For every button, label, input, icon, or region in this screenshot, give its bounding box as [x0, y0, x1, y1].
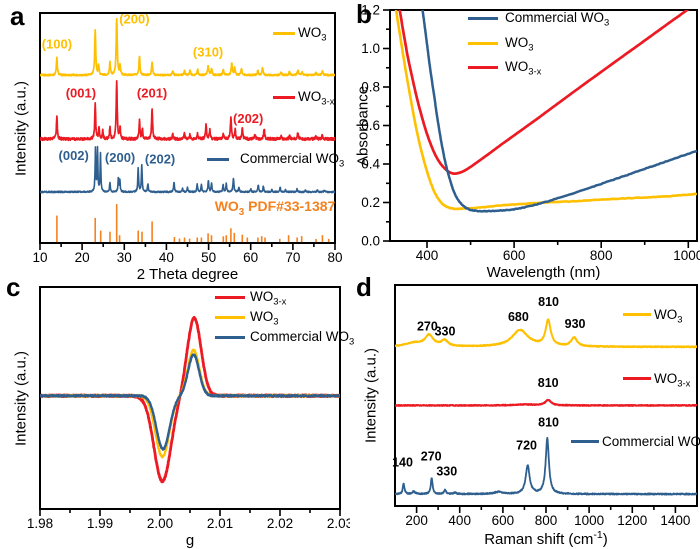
panel-c-epr: c 1.98 1.99 2.00 2.01 2.02 2.03 g Intensity (a…	[0, 272, 354, 549]
peak-label: (202)	[145, 152, 175, 167]
x-tick-label: 2.02	[267, 516, 293, 531]
x-tick-label: 1200	[617, 513, 647, 528]
x-tick-label: 40	[159, 250, 174, 265]
series-wo3-x	[40, 80, 335, 142]
x-tick-label: 80	[327, 250, 342, 265]
peak-label: 270	[421, 450, 442, 464]
peak-label: (310)	[193, 45, 223, 60]
panel-letter-d: d	[356, 272, 372, 302]
series-wo3	[395, 318, 697, 349]
absorbance-plot: 400 600 800 1000 0.0 0.2 0.4 0.6 0.8 1.0 1.2	[361, 3, 700, 264]
series-commercial-wo3	[395, 436, 697, 496]
x-tick-label: 1.98	[27, 516, 53, 531]
peak-label: 330	[435, 324, 456, 338]
x-tick-label: 1.99	[87, 516, 113, 531]
x-tick-label: 600	[503, 248, 526, 263]
series-commercial-wo3	[421, 10, 697, 213]
peak-label: 270	[417, 319, 438, 333]
series-wo3-x	[40, 315, 340, 484]
x-tick-label: 50	[201, 250, 216, 265]
y-tick-label: 1.0	[361, 41, 380, 56]
x-tick-label: 200	[405, 513, 428, 528]
peak-label: (200)	[119, 11, 149, 26]
series-wo3-x	[395, 398, 697, 407]
y-tick-label: 0.0	[361, 234, 380, 249]
peak-label: (100)	[42, 37, 72, 52]
y-tick-label: 0.2	[361, 195, 380, 210]
x-tick-label: 600	[492, 513, 515, 528]
y-tick-label: 0.8	[361, 80, 380, 95]
plot-frame	[39, 286, 341, 510]
x-tick-label: 2.03	[327, 516, 350, 531]
panel-d-raman: d 200 400 600 800 1000 1200 1400 270 330 680 810 93…	[350, 273, 700, 549]
peak-label: (200)	[105, 150, 135, 165]
x-tick-label: 70	[285, 250, 300, 265]
series-wo3-x	[398, 10, 690, 176]
x-tick-label: 2.01	[207, 516, 233, 531]
y-tick-label: 0.4	[361, 157, 380, 172]
series-wo3-pdf-33-1387	[56, 204, 330, 243]
panel-letter-c: c	[6, 272, 21, 302]
panel-b-absorbance: b 400 600 800 1000 0.0 0.2 0.4 0.6 0.8 1.0 1.2 Wav…	[350, 0, 700, 281]
x-tick-label: 1400	[660, 513, 690, 528]
x-tick-label: 800	[535, 513, 558, 528]
x-tick-label: 30	[117, 250, 132, 265]
series-commercial-wo3	[40, 145, 335, 194]
x-tick-label: 400	[416, 248, 439, 263]
x-tick-label: 60	[243, 250, 258, 265]
x-tick-label: 2.00	[147, 516, 173, 531]
peak-label: 330	[436, 465, 457, 479]
peak-label: (002)	[59, 148, 89, 163]
peak-label: (001)	[66, 86, 96, 101]
x-tick-label: 400	[448, 513, 471, 528]
x-tick-label: 10	[32, 250, 47, 265]
x-tick-label: 800	[590, 248, 613, 263]
peak-label: 810	[538, 415, 559, 429]
epr-plot: 1.98 1.99 2.00 2.01 2.02 2.03	[27, 286, 350, 531]
peak-label: 720	[516, 439, 537, 453]
panel-a-xrd: a 10 20 30 40 50 60 70 80 (100) (200) (310) (001) (2…	[0, 0, 350, 283]
series-wo3	[394, 10, 697, 211]
peak-label: 930	[565, 317, 586, 331]
plot-frame	[389, 9, 698, 242]
peak-label: 140	[392, 456, 413, 470]
series-commercial-wo3	[40, 353, 340, 451]
y-tick-label: 1.2	[361, 3, 380, 18]
series-wo3	[40, 17, 335, 77]
xrd-plot: 10 20 30 40 50 60 70 80 (100) (200) (310) (001) (201…	[32, 11, 342, 265]
y-tick-label: 0.6	[361, 118, 380, 133]
plot-frame	[39, 12, 336, 244]
peak-label: 810	[538, 295, 559, 309]
peak-label: (201)	[137, 86, 167, 101]
panel-letter-a: a	[10, 1, 25, 31]
peak-label: 810	[538, 376, 559, 390]
x-tick-label: 20	[75, 250, 90, 265]
raman-plot: 200 400 600 800 1000 1200 14002703306808109308…	[392, 284, 698, 528]
x-tick-label: 1000	[574, 513, 604, 528]
x-tick-label: 1000	[673, 248, 700, 263]
panel-letter-b: b	[356, 0, 372, 29]
peak-label: 680	[508, 310, 529, 324]
peak-label: (202)	[233, 111, 263, 126]
